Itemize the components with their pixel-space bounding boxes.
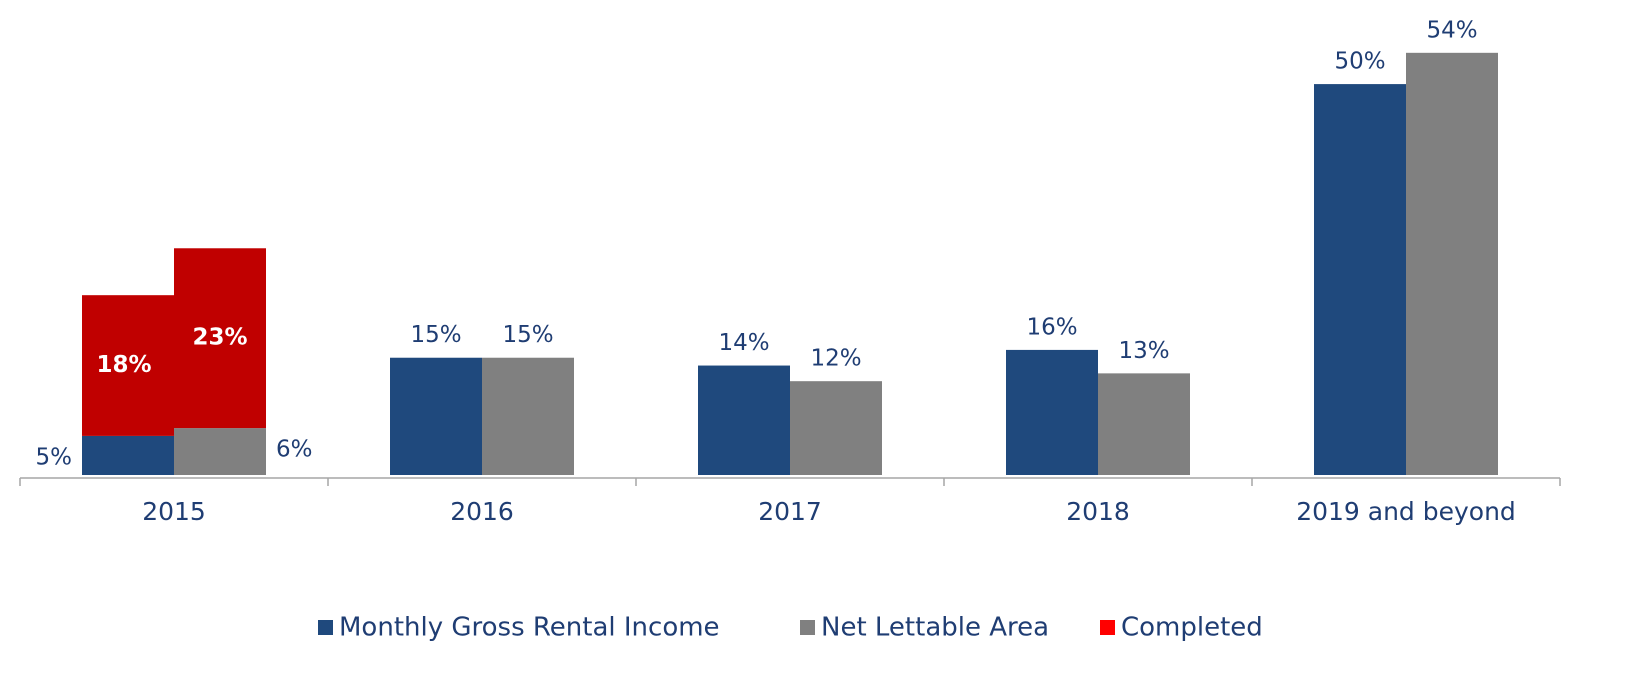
x-tick-label: 2015 xyxy=(142,497,206,526)
bar-label: 6% xyxy=(276,437,313,463)
bar-label: 15% xyxy=(410,322,461,348)
bar xyxy=(1406,52,1498,476)
x-tick-label: 2018 xyxy=(1066,497,1130,526)
bar-label: 15% xyxy=(502,322,553,348)
legend-label: Monthly Gross Rental Income xyxy=(339,613,720,643)
bar xyxy=(82,435,174,475)
bar xyxy=(790,381,882,475)
legend-swatch xyxy=(800,620,815,635)
x-tick-label: 2019 and beyond xyxy=(1296,497,1516,526)
bar xyxy=(174,428,266,475)
bar-label: 23% xyxy=(192,325,247,351)
bar-label: 18% xyxy=(96,352,151,378)
stacked-bar xyxy=(174,248,266,429)
bar-label: 54% xyxy=(1426,17,1477,43)
bar xyxy=(698,365,790,475)
x-tick-label: 2017 xyxy=(758,497,822,526)
legend-label: Completed xyxy=(1121,613,1263,643)
bar-label: 12% xyxy=(810,346,861,372)
bar xyxy=(1098,373,1190,475)
bar xyxy=(1006,349,1098,475)
bar-label: 16% xyxy=(1026,314,1077,340)
bar-label: 13% xyxy=(1118,338,1169,364)
x-tick-label: 2016 xyxy=(450,497,514,526)
legend-swatch xyxy=(1100,620,1115,635)
bar xyxy=(1314,84,1406,475)
bar-label: 5% xyxy=(36,445,73,471)
bar-label: 50% xyxy=(1334,49,1385,75)
bar-label: 14% xyxy=(718,330,769,356)
bar xyxy=(390,357,482,475)
bar xyxy=(482,357,574,475)
stacked-bar xyxy=(82,295,174,436)
legend-label: Net Lettable Area xyxy=(821,613,1049,643)
legend-swatch xyxy=(318,620,333,635)
